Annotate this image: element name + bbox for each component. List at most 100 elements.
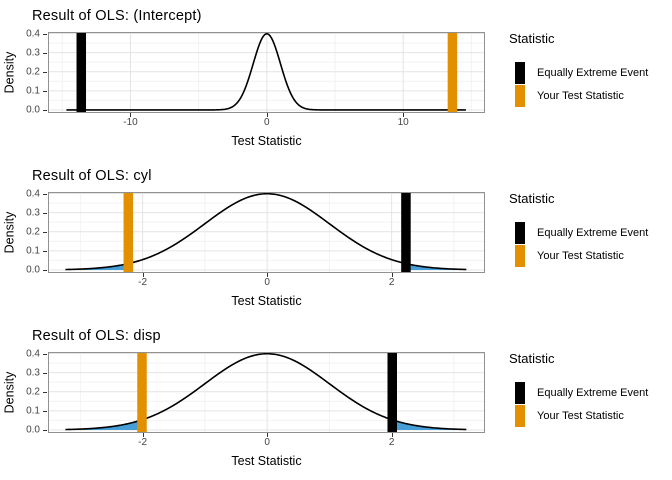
- panel-border: [48, 32, 485, 113]
- x-tick-mark: [391, 433, 393, 437]
- x-tick-label: 10: [397, 117, 409, 128]
- y-tick-label: 0.0: [26, 424, 40, 436]
- panel-background: [48, 352, 485, 433]
- density-plot-panel: [48, 192, 485, 273]
- y-tick-label: 0.3: [26, 47, 40, 59]
- x-tick-mark: [142, 433, 144, 437]
- x-tick-mark: [403, 113, 405, 117]
- tail-shading: [392, 419, 467, 430]
- plot-area: Result of OLS: cyl Density -2 0 2 0.0 0.1 0.2…: [0, 160, 505, 320]
- y-tick-label: 0.4: [26, 348, 40, 360]
- your-test-statistic-swatch: [515, 404, 525, 427]
- your-test-statistic-swatch: [515, 244, 525, 267]
- legend-title: Statistic: [509, 351, 555, 366]
- plot-title: Result of OLS: disp: [32, 328, 161, 344]
- density-curve: [66, 33, 466, 111]
- legend-item-label: Your Test Statistic: [537, 249, 624, 262]
- legend-item-label: Equally Extreme Event: [537, 226, 649, 239]
- y-tick-label: 0.4: [26, 188, 40, 200]
- x-axis-label: Test Statistic: [231, 454, 302, 468]
- y-tick-label: 0.0: [26, 104, 40, 116]
- panel-background: [48, 192, 485, 273]
- legend-item-equally-extreme: Equally Extreme Event: [509, 61, 648, 84]
- legend-item-equally-extreme: Equally Extreme Event: [509, 221, 648, 244]
- legend-item-label: Equally Extreme Event: [537, 386, 649, 399]
- panel-border: [48, 352, 485, 433]
- x-tick-label: 0: [264, 117, 270, 128]
- gridlines: [48, 192, 485, 273]
- y-tick-label: 0.1: [26, 85, 40, 97]
- equally-extreme-swatch: [515, 221, 525, 244]
- y-tick-mark: [43, 71, 47, 73]
- x-axis-label: Test Statistic: [231, 294, 302, 308]
- density-curve: [65, 352, 467, 431]
- x-tick-mark: [142, 273, 144, 277]
- equally-extreme-bar: [401, 192, 411, 273]
- plot-title: Result of OLS: (Intercept): [32, 8, 202, 24]
- y-tick-label: 0.1: [26, 245, 40, 257]
- x-tick-label: 2: [388, 277, 395, 288]
- y-tick-mark: [43, 372, 47, 374]
- y-tick-mark: [43, 269, 47, 271]
- x-axis-label: Test Statistic: [231, 134, 302, 148]
- x-tick-label: -2: [138, 437, 148, 448]
- legend: Statistic Equally Extreme Event Your Tes…: [509, 31, 648, 107]
- y-tick-mark: [43, 90, 47, 92]
- x-tick-label: -10: [123, 117, 138, 128]
- legend-item-your-test-statistic: Your Test Statistic: [509, 84, 648, 107]
- y-tick-mark: [43, 429, 47, 431]
- x-tick-label: -2: [138, 277, 148, 288]
- panel-row-cyl: Result of OLS: cyl Density -2 0 2 0.0 0.1 0.2…: [0, 160, 672, 320]
- y-tick-label: 0.4: [26, 28, 40, 40]
- equally-extreme-bar: [76, 32, 87, 113]
- density-plot-panel: [48, 352, 485, 433]
- y-tick-mark: [43, 109, 47, 111]
- y-tick-mark: [43, 391, 47, 393]
- y-tick-mark: [43, 231, 47, 233]
- legend-item-label: Your Test Statistic: [537, 89, 624, 102]
- y-tick-label: 0.3: [26, 367, 40, 379]
- y-tick-mark: [43, 353, 47, 355]
- panel-row-intercept: Result of OLS: (Intercept) Density -10 0 1…: [0, 0, 672, 160]
- y-tick-label: 0.2: [26, 66, 40, 78]
- your-test-statistic-swatch: [515, 84, 525, 107]
- legend-item-label: Your Test Statistic: [537, 409, 624, 422]
- x-tick-mark: [267, 273, 269, 277]
- y-tick-mark: [43, 212, 47, 214]
- y-tick-mark: [43, 33, 47, 35]
- your-test-statistic-bar: [123, 192, 134, 273]
- y-tick-mark: [43, 52, 47, 54]
- y-tick-label: 0.3: [26, 207, 40, 219]
- y-tick-mark: [43, 410, 47, 412]
- your-test-statistic-bar: [137, 352, 147, 433]
- equally-extreme-swatch: [515, 61, 525, 84]
- equally-extreme-swatch: [515, 381, 525, 404]
- y-tick-label: 0.1: [26, 405, 40, 417]
- equally-extreme-bar: [387, 352, 397, 433]
- plot-area: Result of OLS: (Intercept) Density -10 0 1…: [0, 0, 505, 160]
- legend-item-label: Equally Extreme Event: [537, 66, 649, 79]
- legend-item-your-test-statistic: Your Test Statistic: [509, 244, 648, 267]
- y-tick-label: 0.0: [26, 264, 40, 276]
- legend-item-equally-extreme: Equally Extreme Event: [509, 381, 648, 404]
- plot-title: Result of OLS: cyl: [32, 168, 152, 184]
- legend: Statistic Equally Extreme Event Your Tes…: [509, 191, 648, 267]
- y-tick-mark: [43, 250, 47, 252]
- plot-area: Result of OLS: disp Density -2 0 2 0.0 0.1 0.…: [0, 320, 505, 480]
- x-tick-mark: [267, 433, 269, 437]
- legend-title: Statistic: [509, 191, 555, 206]
- y-tick-label: 0.2: [26, 226, 40, 238]
- x-tick-label: 0: [264, 437, 270, 448]
- panel-row-disp: Result of OLS: disp Density -2 0 2 0.0 0.1 0.…: [0, 320, 672, 480]
- tail-shading: [405, 263, 467, 270]
- density-plot-panel: [48, 32, 485, 113]
- y-tick-label: 0.2: [26, 386, 40, 398]
- tail-shading: [65, 263, 129, 270]
- x-tick-mark: [130, 113, 132, 117]
- your-test-statistic-bar: [447, 32, 458, 113]
- legend-item-your-test-statistic: Your Test Statistic: [509, 404, 648, 427]
- panel-border: [48, 192, 485, 273]
- x-tick-mark: [391, 273, 393, 277]
- x-tick-label: 2: [388, 437, 395, 448]
